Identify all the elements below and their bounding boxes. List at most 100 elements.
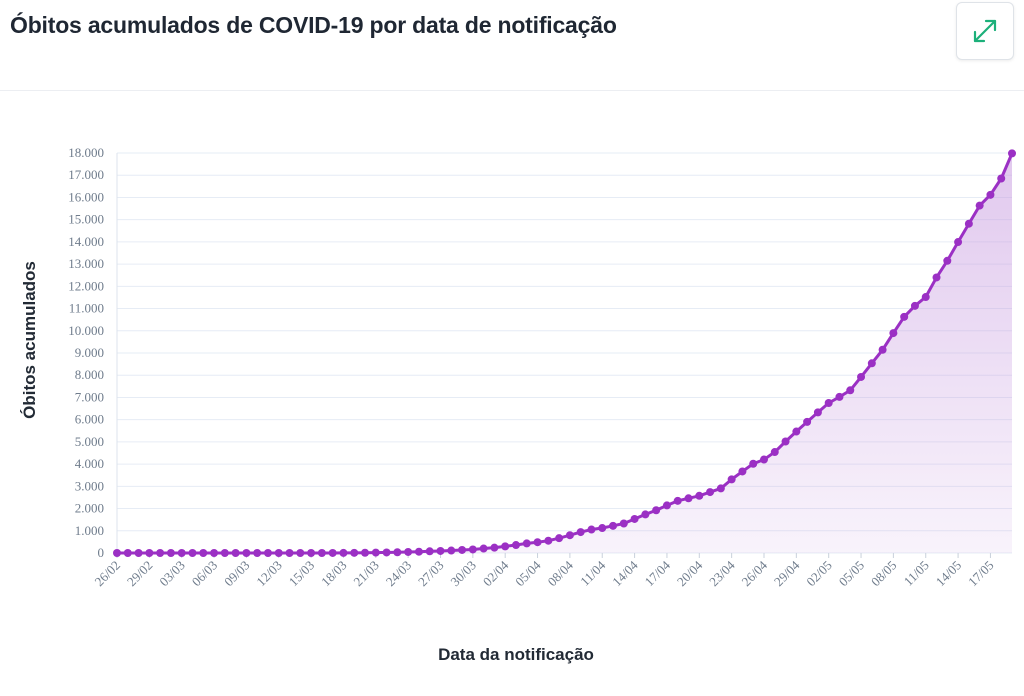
- data-point: [792, 427, 801, 436]
- data-point: [662, 501, 671, 510]
- data-point: [188, 549, 197, 557]
- y-tick-label: 4.000: [75, 456, 104, 471]
- x-tick-label: 30/03: [447, 558, 479, 590]
- data-point: [716, 484, 725, 493]
- y-tick-label: 10.000: [68, 323, 104, 338]
- data-point: [533, 538, 542, 547]
- data-point: [555, 534, 564, 543]
- data-point: [857, 372, 866, 381]
- data-point: [231, 549, 240, 557]
- data-point: [619, 519, 628, 528]
- data-point: [156, 549, 165, 557]
- data-point: [587, 525, 596, 534]
- data-point: [134, 549, 143, 557]
- data-point: [609, 521, 618, 530]
- data-point: [436, 546, 445, 555]
- data-point: [479, 544, 488, 553]
- data-point: [123, 549, 132, 557]
- x-tick-label: 24/03: [383, 558, 415, 590]
- data-point: [371, 548, 380, 557]
- data-point: [177, 549, 186, 557]
- data-point: [706, 488, 715, 497]
- data-point: [943, 256, 952, 265]
- x-tick-label: 26/02: [92, 558, 124, 590]
- expand-arrows-icon: [973, 19, 997, 43]
- chart-title: Óbitos acumulados de COVID-19 por data d…: [10, 12, 617, 38]
- expand-button[interactable]: [956, 2, 1014, 60]
- data-point: [350, 548, 359, 557]
- y-tick-label: 15.000: [68, 212, 104, 227]
- data-point: [673, 496, 682, 505]
- x-tick-label: 29/02: [124, 558, 156, 590]
- data-point: [630, 514, 639, 523]
- y-tick-label: 11.000: [69, 301, 104, 316]
- x-tick-label: 09/03: [221, 558, 253, 590]
- y-tick-label: 6.000: [75, 412, 104, 427]
- data-point: [954, 238, 963, 247]
- x-tick-label: 14/04: [609, 557, 641, 589]
- data-point: [910, 301, 919, 310]
- data-point: [759, 455, 768, 464]
- data-point: [824, 399, 833, 407]
- data-point: [339, 548, 348, 557]
- data-point: [414, 547, 423, 556]
- x-tick-label: 17/05: [965, 558, 997, 590]
- y-tick-label: 14.000: [68, 234, 104, 249]
- y-tick-label: 1.000: [75, 523, 104, 538]
- series-area: [117, 153, 1012, 553]
- data-point: [1008, 149, 1016, 158]
- y-tick-label: 13.000: [68, 256, 104, 271]
- data-point: [781, 437, 790, 446]
- data-point: [285, 549, 294, 557]
- data-point: [975, 201, 984, 210]
- data-point: [328, 548, 337, 557]
- data-point: [522, 539, 531, 548]
- data-point: [652, 506, 661, 515]
- y-tick-label: 12.000: [68, 278, 104, 293]
- y-tick-label: 9.000: [75, 345, 104, 360]
- data-point: [695, 491, 704, 500]
- x-tick-label: 08/04: [544, 557, 576, 589]
- x-tick-label: 11/05: [901, 558, 932, 589]
- data-point: [210, 549, 219, 557]
- x-tick-label: 05/05: [836, 558, 868, 590]
- x-tick-label: 17/04: [642, 557, 674, 589]
- y-tick-label: 0: [98, 545, 105, 560]
- data-point: [641, 510, 650, 519]
- data-point: [468, 545, 477, 554]
- x-tick-label: 02/05: [803, 558, 835, 590]
- data-point: [145, 549, 154, 557]
- data-point: [296, 549, 305, 557]
- x-tick-label: 29/04: [771, 557, 803, 589]
- x-tick-label: 08/05: [868, 558, 900, 590]
- data-point: [835, 392, 844, 401]
- data-point: [544, 536, 553, 545]
- data-point: [253, 549, 262, 557]
- data-point: [889, 329, 898, 338]
- y-tick-label: 8.000: [75, 367, 104, 382]
- y-tick-label: 17.000: [68, 167, 104, 182]
- data-point: [307, 549, 316, 557]
- data-point: [738, 467, 747, 476]
- data-point: [490, 543, 499, 552]
- data-point: [113, 549, 121, 557]
- data-point: [867, 359, 876, 368]
- data-point: [986, 190, 995, 199]
- x-tick-label: 20/04: [674, 557, 706, 589]
- data-point: [274, 549, 283, 557]
- data-point: [242, 549, 251, 557]
- x-axis: 26/02 29/02 03/03 06/03 09/03 12/03 15/03 18/03…: [92, 553, 997, 589]
- data-point: [749, 459, 758, 468]
- x-tick-label: 26/04: [739, 557, 771, 589]
- y-tick-label: 2.000: [75, 501, 104, 516]
- data-point: [501, 542, 510, 551]
- data-point: [511, 541, 520, 550]
- data-point: [425, 547, 434, 556]
- x-axis-title: Data da notificação: [438, 645, 594, 664]
- data-point: [813, 408, 822, 417]
- data-point: [576, 528, 585, 537]
- x-tick-label: 14/05: [933, 558, 965, 590]
- data-point: [565, 531, 574, 540]
- x-tick-label: 03/03: [156, 558, 188, 590]
- data-point: [878, 345, 887, 354]
